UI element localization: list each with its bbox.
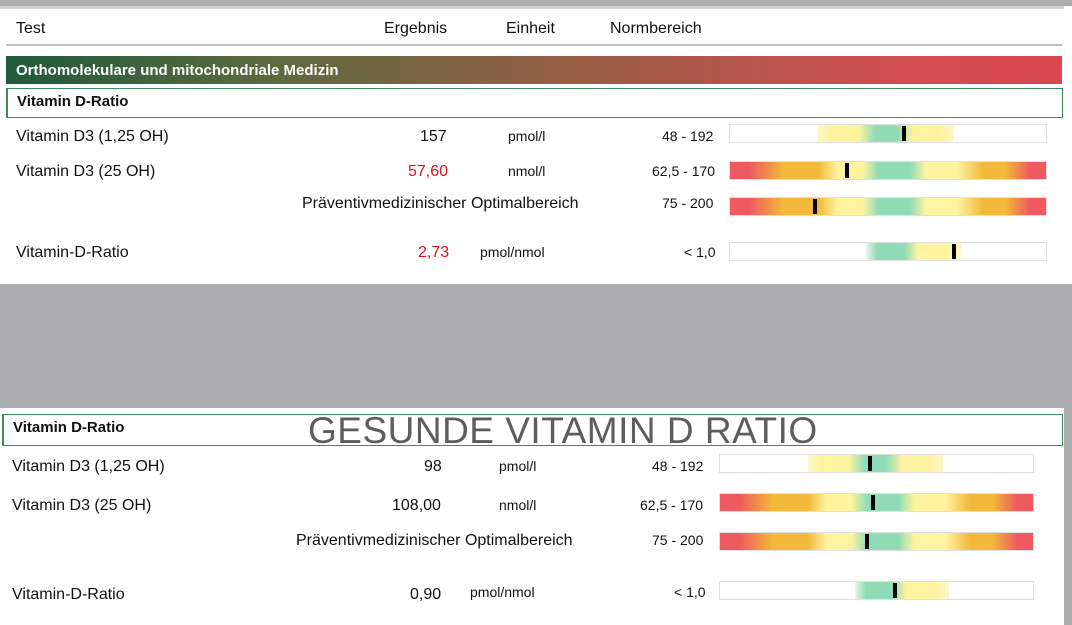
test-unit: nmol/l (499, 497, 537, 513)
bottom-report-panel: Vitamin D-Ratio Vitamin D3 (1,25 OH) 98 … (0, 408, 1064, 625)
top-divider (0, 6, 1064, 9)
test-name: Präventivmedizinischer Optimalbereich (296, 532, 573, 549)
test-value: 57,60 (408, 163, 449, 180)
range-bar (729, 242, 1047, 261)
test-unit: pmol/l (508, 128, 546, 144)
test-range: 75 - 200 (662, 195, 714, 211)
test-value: 0,90 (410, 586, 442, 603)
category-banner: Orthomolekulare und mitochondriale Mediz… (6, 56, 1062, 84)
result-marker (865, 534, 869, 549)
test-unit: pmol/nmol (470, 584, 535, 600)
test-name: Vitamin D3 (1,25 OH) (12, 458, 165, 475)
range-scale-band (720, 533, 1033, 550)
test-value: 157 (420, 128, 447, 145)
range-scale-band (808, 455, 943, 472)
test-range: 62,5 - 170 (652, 163, 716, 179)
test-value: 98 (424, 458, 442, 475)
test-range: 75 - 200 (652, 532, 704, 548)
group-title: Vitamin D-Ratio (17, 93, 129, 110)
header-test: Test (16, 20, 46, 37)
table-header: Test Ergebnis Einheit Normbereich (6, 6, 1062, 46)
result-marker (893, 583, 897, 598)
test-range: 62,5 - 170 (640, 497, 704, 513)
range-scale-band (855, 582, 949, 599)
header-unit: Einheit (506, 20, 555, 37)
overlay-title: GESUNDE VITAMIN D RATIO (308, 410, 818, 451)
test-name: Vitamin D3 (25 OH) (12, 497, 152, 514)
group-header: Vitamin D-Ratio (2, 414, 1063, 446)
range-scale-band (866, 243, 961, 260)
category-title: Orthomolekulare und mitochondriale Mediz… (16, 62, 339, 79)
range-scale-band (730, 198, 1046, 215)
result-marker (845, 163, 849, 178)
test-range: < 1,0 (684, 244, 716, 260)
range-bar (719, 581, 1034, 600)
range-bar (729, 124, 1047, 143)
header-range: Normbereich (610, 20, 702, 37)
group-header: Vitamin D-Ratio (6, 88, 1063, 118)
result-marker (813, 199, 817, 214)
test-value: 108,00 (392, 497, 441, 514)
test-name: Präventivmedizinischer Optimalbereich (302, 195, 579, 212)
range-scale-band (818, 125, 954, 142)
test-name: Vitamin-D-Ratio (16, 244, 129, 261)
range-scale-band (720, 494, 1033, 511)
test-range: 48 - 192 (662, 128, 714, 144)
test-name: Vitamin-D-Ratio (12, 586, 125, 603)
header-result: Ergebnis (384, 20, 448, 37)
test-name: Vitamin D3 (25 OH) (16, 163, 156, 180)
range-bar (719, 532, 1034, 551)
range-bar (719, 454, 1034, 473)
range-bar (719, 493, 1034, 512)
range-bar (729, 161, 1047, 180)
test-name: Vitamin D3 (1,25 OH) (16, 128, 169, 145)
test-unit: nmol/l (508, 163, 546, 179)
test-unit: pmol/l (499, 458, 537, 474)
result-marker (868, 456, 872, 471)
test-unit: pmol/nmol (480, 244, 545, 260)
top-report-panel: Test Ergebnis Einheit Normbereich Orthom… (0, 6, 1072, 284)
test-range: < 1,0 (674, 584, 706, 600)
result-marker (902, 126, 906, 141)
range-bar (729, 197, 1047, 216)
group-title: Vitamin D-Ratio (13, 419, 125, 436)
test-range: 48 - 192 (652, 458, 704, 474)
range-scale-band (730, 162, 1046, 179)
result-marker (871, 495, 875, 510)
result-marker (952, 244, 956, 259)
test-value: 2,73 (418, 244, 450, 261)
